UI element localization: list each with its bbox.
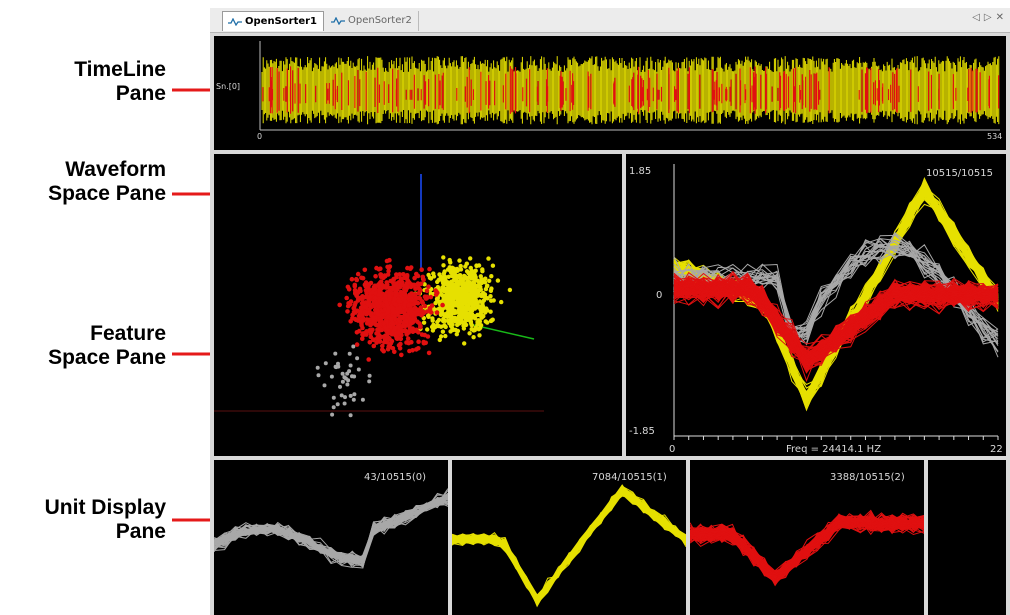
annotation-waveform-line1: Waveform	[65, 158, 166, 181]
annotation-timeline: TimeLine Pane	[6, 58, 166, 106]
annotation-feature: Feature Space Pane	[6, 322, 166, 370]
waveform-y-max: 1.85	[629, 166, 652, 177]
tab-opensorter2-label: OpenSorter2	[348, 15, 412, 26]
tab-opensorter1[interactable]: OpenSorter1	[222, 11, 325, 31]
timeline-pane[interactable]: Sn.[0] 0 534	[214, 36, 1006, 150]
tab-next-icon[interactable]: ▷	[983, 12, 992, 23]
unit-1-waveforms	[452, 484, 686, 608]
waveform-x-end: 22	[990, 444, 1003, 455]
annotation-waveform: Waveform Space Pane	[6, 158, 166, 206]
unit-2-waveforms	[690, 509, 924, 587]
feature-point-cluster	[337, 257, 445, 362]
annotation-timeline-line1: TimeLine	[74, 58, 166, 81]
unit-1-panel[interactable]: 7084/10515(1)	[452, 460, 686, 615]
unit-display-pane: 43/10515(0) 7084/10515(1) 3388/10515(2)	[214, 460, 1006, 615]
timeline-x-end: 534	[987, 132, 1003, 141]
unit-0-waveforms	[214, 488, 448, 569]
timeline-spikes-red	[262, 66, 1000, 114]
unit-traces	[214, 488, 448, 569]
annotation-feature-line2: Space Pane	[48, 346, 166, 369]
waveform-freq-label: Freq = 24414.1 HZ	[786, 444, 882, 455]
unit-2-panel[interactable]: 3388/10515(2)	[690, 460, 924, 615]
feature-point-cluster	[315, 344, 372, 418]
tab-opensorter2[interactable]: OpenSorter2	[326, 11, 419, 31]
waveform-counter: 10515/10515	[926, 168, 993, 179]
tab-controls: ◁ ▷ ✕	[968, 12, 1004, 23]
waveform-x-start: 0	[669, 444, 676, 455]
tab-bar: OpenSorter1 OpenSorter2 ◁ ▷ ✕	[210, 8, 1010, 33]
waveform-space-pane[interactable]: 10515/10515 1.85 0 -1.85 0 22 Freq = 244…	[626, 154, 1006, 456]
tab-opensorter1-label: OpenSorter1	[245, 16, 318, 27]
unit-traces	[690, 509, 924, 587]
annotation-unit-display: Unit Display Pane	[6, 496, 166, 544]
annotation-timeline-line2: Pane	[115, 82, 166, 105]
waveform-y-min: -1.85	[629, 426, 655, 437]
unit-1-label: 7084/10515(1)	[592, 472, 667, 483]
opensorter-window: OpenSorter1 OpenSorter2 ◁ ▷ ✕ Sn.[0] 0 534…	[210, 8, 1010, 615]
tab-close-icon[interactable]: ✕	[995, 12, 1004, 23]
waveform-traces-red	[673, 270, 999, 383]
unit-traces	[452, 484, 686, 608]
waveform-icon	[331, 17, 345, 25]
annotation-unit-display-line2: Pane	[115, 520, 166, 543]
unit-0-label: 43/10515(0)	[364, 472, 427, 483]
unit-empty-panel	[928, 460, 1006, 615]
feature-space-pane[interactable]	[214, 154, 622, 456]
waveform-y-zero: 0	[656, 290, 663, 301]
annotation-feature-line1: Feature	[90, 322, 166, 345]
waveform-icon	[228, 18, 242, 26]
unit-0-panel[interactable]: 43/10515(0)	[214, 460, 448, 615]
timeline-channel-label: Sn.[0]	[216, 82, 241, 91]
tab-prev-icon[interactable]: ◁	[972, 12, 980, 23]
feature-space-plot	[214, 174, 544, 418]
unit-2-label: 3388/10515(2)	[830, 472, 905, 483]
feature-point-cluster	[413, 255, 513, 346]
timeline-x-start: 0	[257, 132, 263, 141]
annotation-waveform-line2: Space Pane	[48, 182, 166, 205]
annotation-unit-display-line1: Unit Display	[44, 496, 166, 519]
waveform-plot	[673, 164, 999, 440]
timeline-plot	[259, 41, 1000, 131]
